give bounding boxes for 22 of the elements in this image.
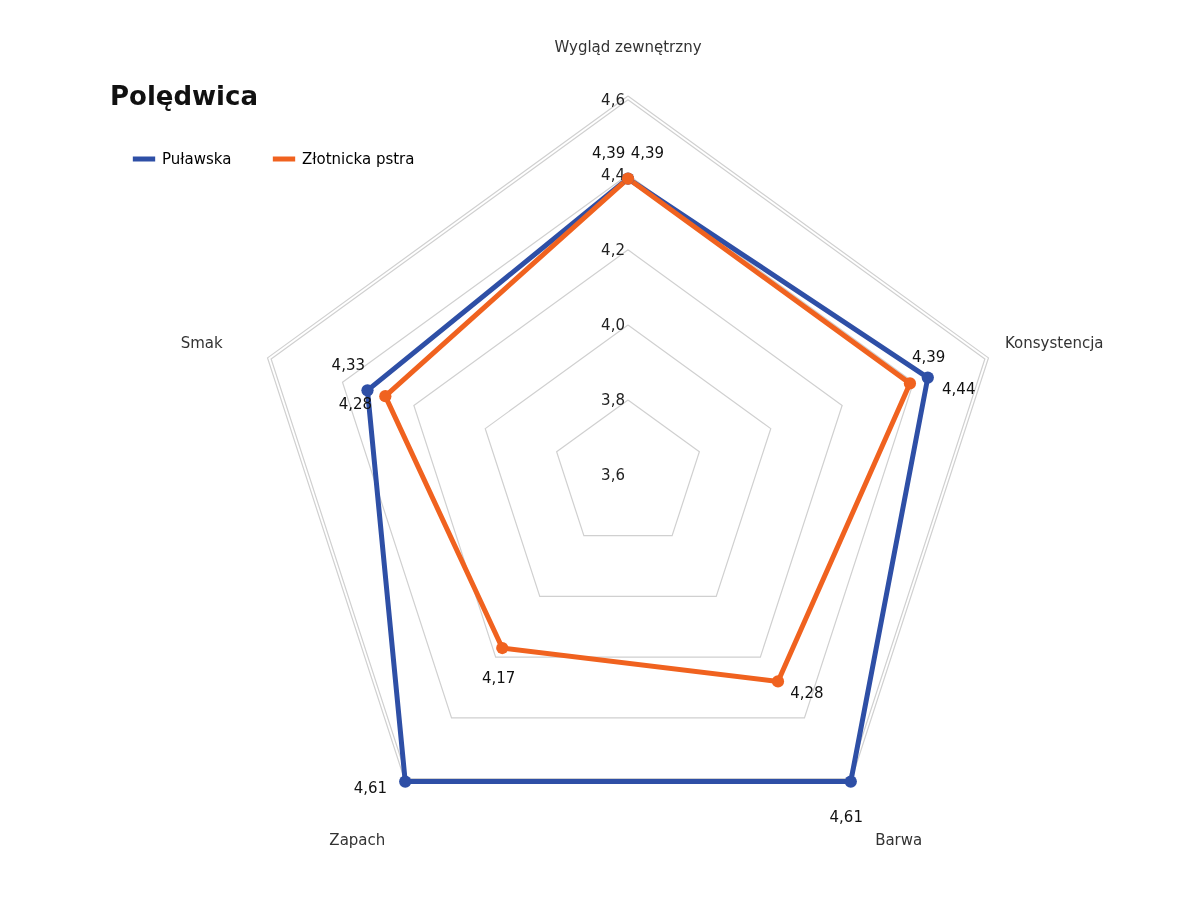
y-tick-label: 3,8 [601, 390, 625, 409]
data-label: 4,61 [829, 807, 863, 826]
y-tick-label: 4,2 [601, 240, 625, 259]
data-label: 4,39 [630, 143, 665, 162]
text: Polędwica [110, 81, 258, 111]
y-tick-label: 4,0 [601, 315, 625, 334]
data-label: 4,39 [911, 347, 946, 366]
legend-label: Złotnicka pstra [302, 150, 415, 168]
y-tick-label: 4,6 [601, 90, 625, 109]
spoke-label: Smak [180, 333, 224, 352]
legend-label: Puławska [162, 150, 232, 168]
data-label: 4,61 [353, 779, 388, 798]
y-tick-label: 3,6 [601, 466, 625, 484]
spoke-label: Konsystencja [1005, 333, 1104, 352]
data-label: 4,44 [942, 380, 976, 399]
data-label: 4,17 [481, 668, 516, 687]
spoke-label: Barwa [875, 831, 923, 850]
data-label: 4,33 [331, 356, 366, 375]
spoke-label: Zapach [329, 831, 386, 850]
data-label: 4,28 [790, 683, 824, 702]
spoke-label: Wygląd zewnętrzny [554, 37, 702, 56]
data-label: 4,39 [591, 143, 626, 162]
